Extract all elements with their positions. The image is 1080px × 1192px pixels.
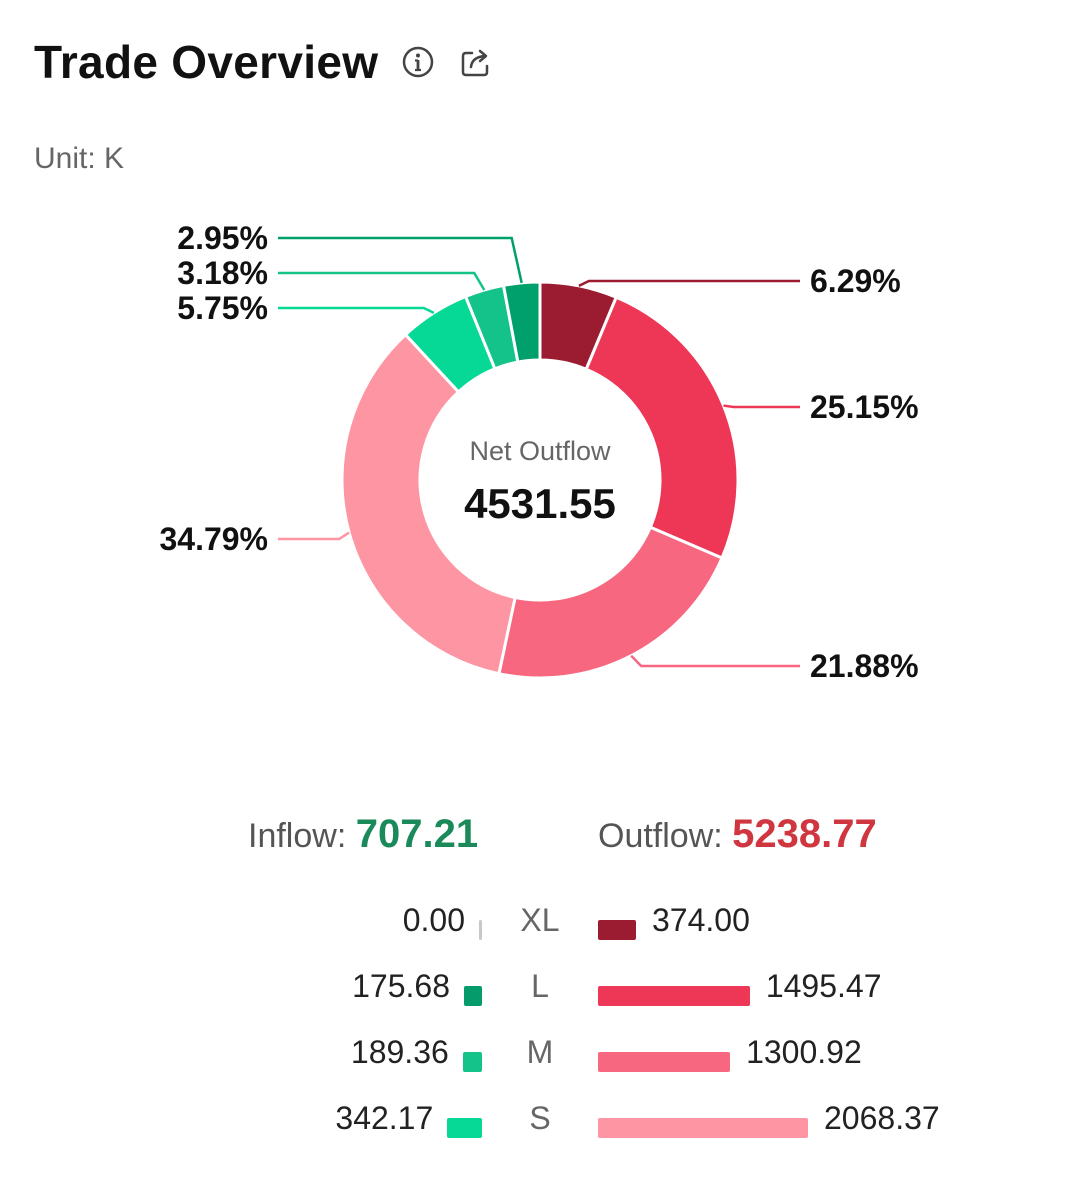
inflow-bar <box>479 920 482 940</box>
leader-line <box>278 236 523 284</box>
donut-slice[interactable] <box>340 332 517 676</box>
leader-line <box>278 306 435 314</box>
donut-slice[interactable] <box>584 295 740 560</box>
outflow-amount: 1300.92 <box>746 1034 862 1070</box>
flow-row: 189.36 M 1300.92 <box>0 1024 1080 1084</box>
center-label: Net Outflow <box>469 436 611 466</box>
flow-row: 0.00 XL 374.00 <box>0 892 1080 952</box>
leader-line <box>278 531 350 541</box>
order-size-label: L <box>531 968 549 1004</box>
inflow-amount: 189.36 <box>350 1034 449 1070</box>
inflow-amount: 342.17 <box>335 1100 434 1136</box>
flow-row: 175.68 L 1495.47 <box>0 958 1080 1018</box>
center-value: 4531.55 <box>464 480 616 527</box>
donut-chart: 6.29% 25.15% 21.88% 34.79% 5.75%3.18%2.95% N… <box>159 220 919 684</box>
order-size-label: M <box>526 1034 554 1070</box>
outflow-bar <box>598 920 636 940</box>
header: Trade Overview <box>34 30 494 94</box>
slice-label: 5.75% <box>177 290 268 326</box>
outflow-value: 5238.77 <box>732 812 877 856</box>
slice-label: 2.95% <box>177 220 268 256</box>
inflow-total: Inflow: 707.21 <box>248 812 478 857</box>
order-size-label: S <box>529 1100 551 1136</box>
inflow-label: Inflow: <box>248 817 347 855</box>
page-title: Trade Overview <box>34 36 379 88</box>
slice-label: 34.79% <box>159 521 268 557</box>
share-icon[interactable] <box>458 44 494 80</box>
flow-row: 342.17 S 2068.37 <box>0 1090 1080 1150</box>
order-size-label: XL <box>520 902 560 938</box>
slice-label: 21.88% <box>810 648 919 684</box>
totals: Inflow: 707.21 Outflow: 5238.77 <box>0 812 1080 872</box>
inflow-bar <box>462 1052 482 1072</box>
leader-line <box>630 654 800 668</box>
info-circle-icon[interactable] <box>400 44 436 80</box>
outflow-bar <box>598 1052 731 1072</box>
outflow-amount: 2068.37 <box>824 1100 940 1136</box>
outflow-bar <box>598 1118 808 1138</box>
leader-line <box>723 404 800 409</box>
leader-line <box>578 279 800 287</box>
inflow-amount: 175.68 <box>352 968 450 1004</box>
inflow-bar <box>447 1118 482 1138</box>
slice-label: 3.18% <box>177 255 268 291</box>
unit-label: Unit: K <box>34 142 125 175</box>
outflow-bar <box>598 986 750 1006</box>
outflow-total: Outflow: 5238.77 <box>598 812 877 857</box>
inflow-value: 707.21 <box>355 812 479 856</box>
donut-slice[interactable] <box>497 525 724 680</box>
slice-label: 25.15% <box>810 389 919 425</box>
slice-label: 6.29% <box>810 263 901 299</box>
outflow-amount: 1495.47 <box>765 968 882 1004</box>
leader-line <box>278 271 486 291</box>
inflow-bar <box>464 986 482 1006</box>
outflow-label: Outflow: <box>598 817 723 855</box>
donut-slice[interactable] <box>501 280 542 364</box>
inflow-amount: 0.00 <box>402 902 465 938</box>
outflow-amount: 374.00 <box>652 902 750 938</box>
